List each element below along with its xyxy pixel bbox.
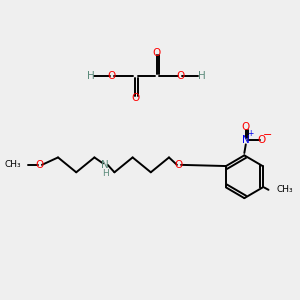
Text: H: H [87, 71, 94, 81]
Text: N: N [242, 135, 250, 145]
Text: O: O [131, 93, 140, 103]
Text: O: O [36, 160, 44, 170]
Text: H: H [102, 169, 109, 178]
Text: O: O [258, 135, 266, 145]
Text: H: H [198, 71, 206, 81]
Text: CH₃: CH₃ [5, 160, 21, 169]
Text: +: + [247, 130, 254, 139]
Text: O: O [176, 71, 184, 81]
Text: CH₃: CH₃ [277, 185, 293, 194]
Text: N: N [101, 160, 109, 170]
Text: −: − [262, 130, 272, 140]
Text: O: O [108, 71, 116, 81]
Text: O: O [242, 122, 250, 132]
Text: O: O [175, 160, 183, 170]
Text: O: O [152, 48, 161, 58]
